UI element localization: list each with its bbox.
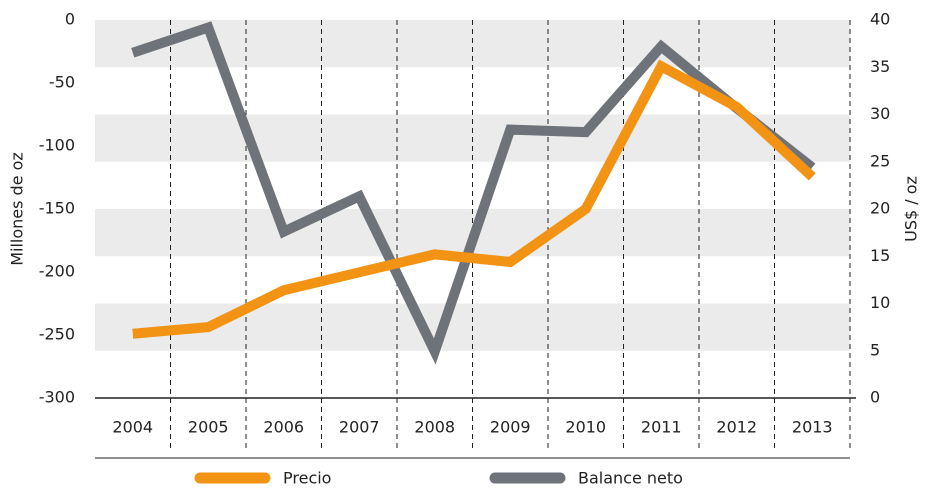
y2-tick-label: 5 (870, 340, 880, 359)
y2-tick-label: 35 (870, 57, 890, 76)
series-line (131, 21, 816, 365)
x-tick-label: 2009 (490, 418, 531, 437)
y2-tick-label: 0 (870, 388, 880, 407)
x-tick-label: 2004 (112, 418, 153, 437)
y-tick-label: -200 (39, 262, 75, 281)
y-tick-label: -300 (39, 388, 75, 407)
x-tick-label: 2006 (263, 418, 304, 437)
y-tick-label: -150 (39, 199, 75, 218)
x-tick-label: 2011 (641, 418, 682, 437)
x-tick-label: 2013 (792, 418, 833, 437)
legend-label: Precio (283, 469, 331, 488)
x-tick-label: 2008 (414, 418, 455, 437)
y2-axis-title: US$ / oz (902, 176, 921, 242)
x-tick-label: 2005 (188, 418, 229, 437)
legend-label: Balance neto (578, 469, 683, 488)
y-tick-label: 0 (65, 10, 75, 29)
y2-tick-label: 30 (870, 104, 890, 123)
y2-tick-label: 10 (870, 293, 890, 312)
y-tick-label: -50 (49, 73, 75, 92)
x-tick-label: 2007 (339, 418, 380, 437)
y2-tick-label: 40 (870, 10, 890, 29)
x-tick-label: 2010 (565, 418, 606, 437)
y2-tick-label: 15 (870, 246, 890, 265)
x-tick-label: 2012 (716, 418, 757, 437)
y2-tick-label: 25 (870, 151, 890, 170)
series-line (132, 59, 816, 339)
y-tick-label: -100 (39, 136, 75, 155)
y-axis-title: Millones de oz (8, 152, 27, 266)
y-tick-label: -250 (39, 325, 75, 344)
y2-tick-label: 20 (870, 199, 890, 218)
